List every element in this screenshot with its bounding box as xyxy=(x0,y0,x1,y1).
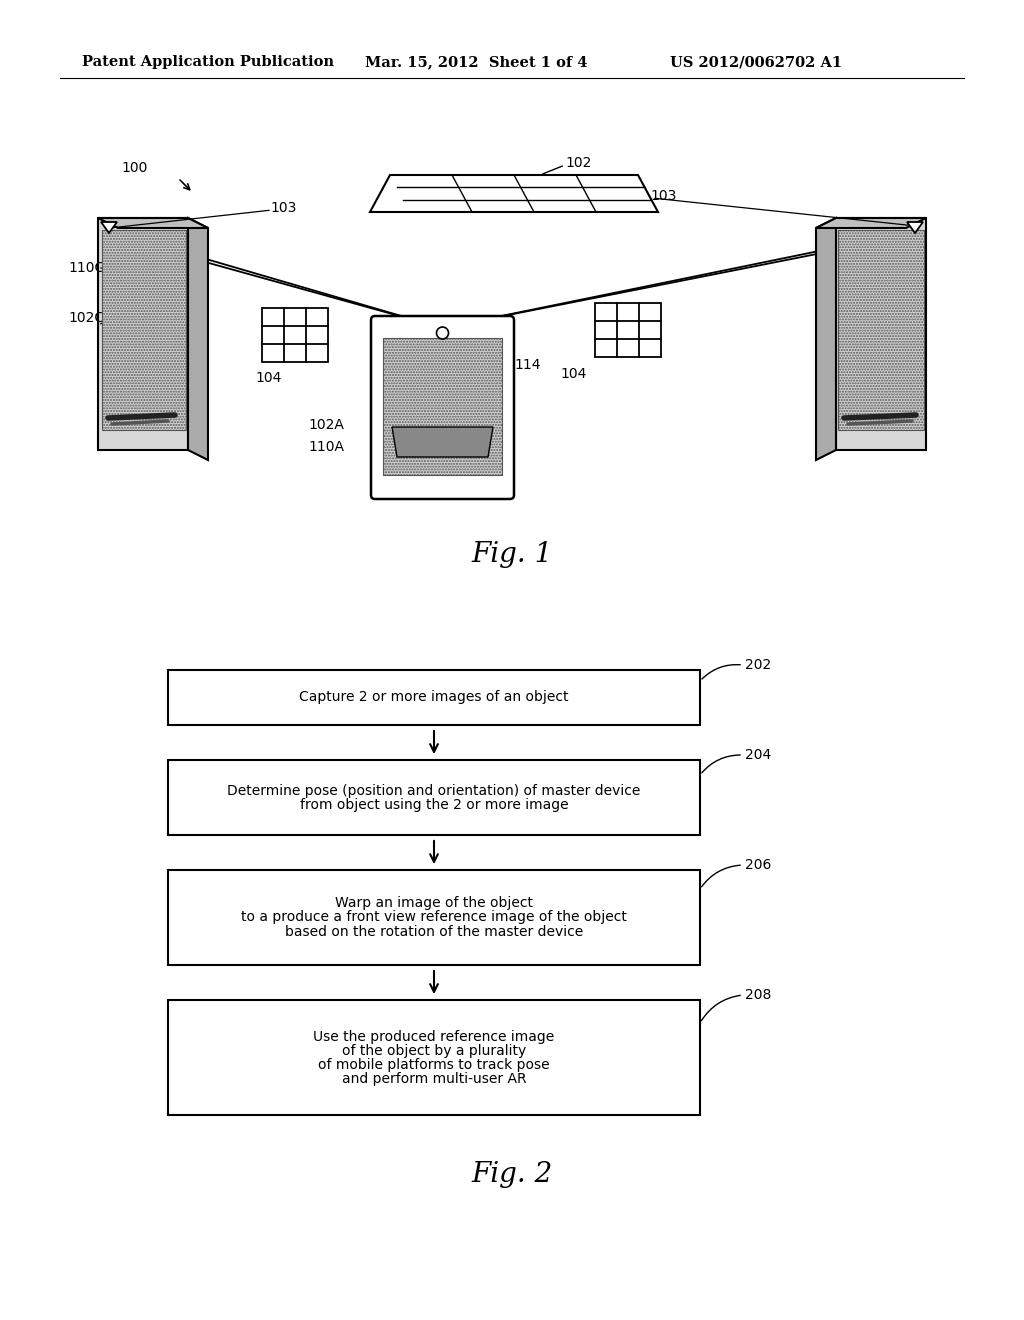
Circle shape xyxy=(436,327,449,339)
Text: 110A: 110A xyxy=(308,440,344,454)
Bar xyxy=(595,304,662,356)
Bar xyxy=(168,1001,700,1115)
Bar xyxy=(168,671,700,725)
Polygon shape xyxy=(98,218,188,450)
Text: Determine pose (position and orientation) of master device: Determine pose (position and orientation… xyxy=(227,784,641,797)
Bar xyxy=(838,230,924,430)
Text: Capture 2 or more images of an object: Capture 2 or more images of an object xyxy=(299,690,568,705)
Polygon shape xyxy=(392,426,493,457)
Polygon shape xyxy=(101,222,117,234)
Text: Warp an image of the object: Warp an image of the object xyxy=(335,896,534,911)
Polygon shape xyxy=(98,218,208,228)
Bar xyxy=(262,308,328,362)
FancyBboxPatch shape xyxy=(371,315,514,499)
Text: 104: 104 xyxy=(255,371,282,385)
Text: 206: 206 xyxy=(745,858,771,873)
Text: 102A: 102A xyxy=(308,418,344,432)
Polygon shape xyxy=(188,218,208,459)
Text: 103: 103 xyxy=(650,189,677,203)
Text: US 2012/0062702 A1: US 2012/0062702 A1 xyxy=(670,55,842,69)
Text: from object using the 2 or more image: from object using the 2 or more image xyxy=(300,797,568,812)
Text: 208: 208 xyxy=(745,987,771,1002)
Text: 102: 102 xyxy=(565,156,592,170)
Text: to a produce a front view reference image of the object: to a produce a front view reference imag… xyxy=(241,911,627,924)
Text: 102C: 102C xyxy=(68,312,104,325)
Text: and perform multi-user AR: and perform multi-user AR xyxy=(342,1072,526,1085)
Polygon shape xyxy=(836,218,926,450)
Text: Fig. 2: Fig. 2 xyxy=(471,1162,553,1188)
Text: 110B: 110B xyxy=(856,256,892,271)
Text: 204: 204 xyxy=(745,748,771,762)
Bar xyxy=(383,338,502,475)
Text: 112: 112 xyxy=(460,455,486,469)
Text: Use the produced reference image: Use the produced reference image xyxy=(313,1030,555,1044)
Text: of the object by a plurality: of the object by a plurality xyxy=(342,1044,526,1057)
Text: 110C: 110C xyxy=(68,261,104,275)
Bar xyxy=(102,230,186,430)
Text: of mobile platforms to track pose: of mobile platforms to track pose xyxy=(318,1057,550,1072)
Text: 114: 114 xyxy=(514,358,541,372)
Text: 102B: 102B xyxy=(856,308,892,322)
Polygon shape xyxy=(907,222,923,234)
Text: 202: 202 xyxy=(745,657,771,672)
Text: 103: 103 xyxy=(270,201,296,215)
Polygon shape xyxy=(816,218,836,459)
Text: Patent Application Publication: Patent Application Publication xyxy=(82,55,334,69)
Text: based on the rotation of the master device: based on the rotation of the master devi… xyxy=(285,924,583,939)
Bar xyxy=(168,870,700,965)
Text: 104: 104 xyxy=(560,367,587,381)
Polygon shape xyxy=(816,218,926,228)
Text: Fig. 1: Fig. 1 xyxy=(471,541,553,569)
Polygon shape xyxy=(370,176,658,213)
Text: 100: 100 xyxy=(122,161,148,176)
Bar xyxy=(168,760,700,836)
Text: Mar. 15, 2012  Sheet 1 of 4: Mar. 15, 2012 Sheet 1 of 4 xyxy=(365,55,588,69)
